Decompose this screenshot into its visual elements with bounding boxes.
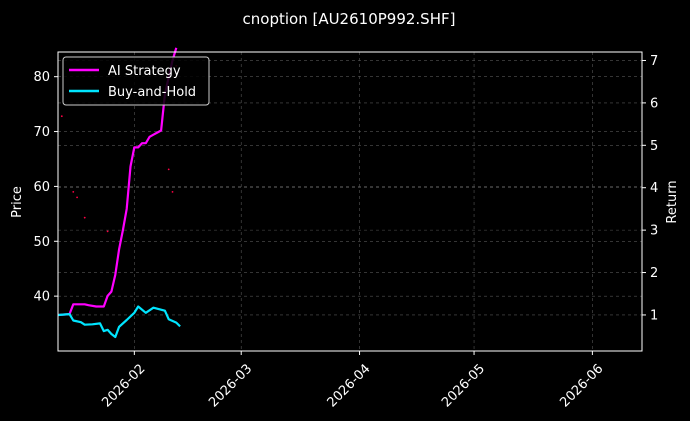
y-tick-label-left: 40 (33, 290, 50, 305)
y-axis-right: 1 2 3 4 5 6 7 (642, 54, 658, 323)
y-tick-label-right: 3 (650, 224, 658, 239)
y-axis-left: 40 50 60 70 80 (33, 70, 58, 305)
y-tick-label-right: 7 (650, 54, 658, 69)
series-lines (57, 47, 181, 339)
y-tick-label-left: 60 (33, 180, 50, 195)
y-tick-label-left: 80 (33, 70, 50, 85)
legend-frame (62, 56, 210, 106)
y-axis-label-left: Price (10, 186, 25, 218)
series-line-ai-strategy (57, 47, 178, 317)
y-tick-label-right: 5 (650, 139, 658, 154)
legend-label-buy-and-hold: Buy-and-Hold (108, 85, 196, 100)
series-line-buy-and-hold (57, 305, 181, 339)
y-tick-label-right: 1 (650, 308, 658, 323)
trade-marker (60, 115, 63, 118)
y-tick-label-right: 6 (650, 96, 658, 111)
y-tick-label-left: 70 (33, 125, 50, 140)
trade-marker (72, 190, 75, 193)
y-tick-label-left: 50 (33, 235, 50, 250)
plot-frame (57, 51, 643, 352)
y-tick-label-right: 2 (650, 266, 658, 281)
y-axis-label-right: Return (665, 180, 680, 223)
legend-label-ai-strategy: AI Strategy (108, 64, 181, 79)
grid (58, 52, 642, 351)
legend: AI Strategy Buy-and-Hold (62, 56, 210, 106)
trade-marker (106, 230, 109, 233)
trade-marker (171, 190, 174, 193)
trade-marker (167, 168, 170, 171)
trade-marker (83, 216, 86, 219)
trade-marker (76, 196, 78, 199)
y-tick-label-right: 4 (650, 181, 658, 196)
chart-title: cnoption [AU2610P992.SHF] (243, 10, 456, 28)
